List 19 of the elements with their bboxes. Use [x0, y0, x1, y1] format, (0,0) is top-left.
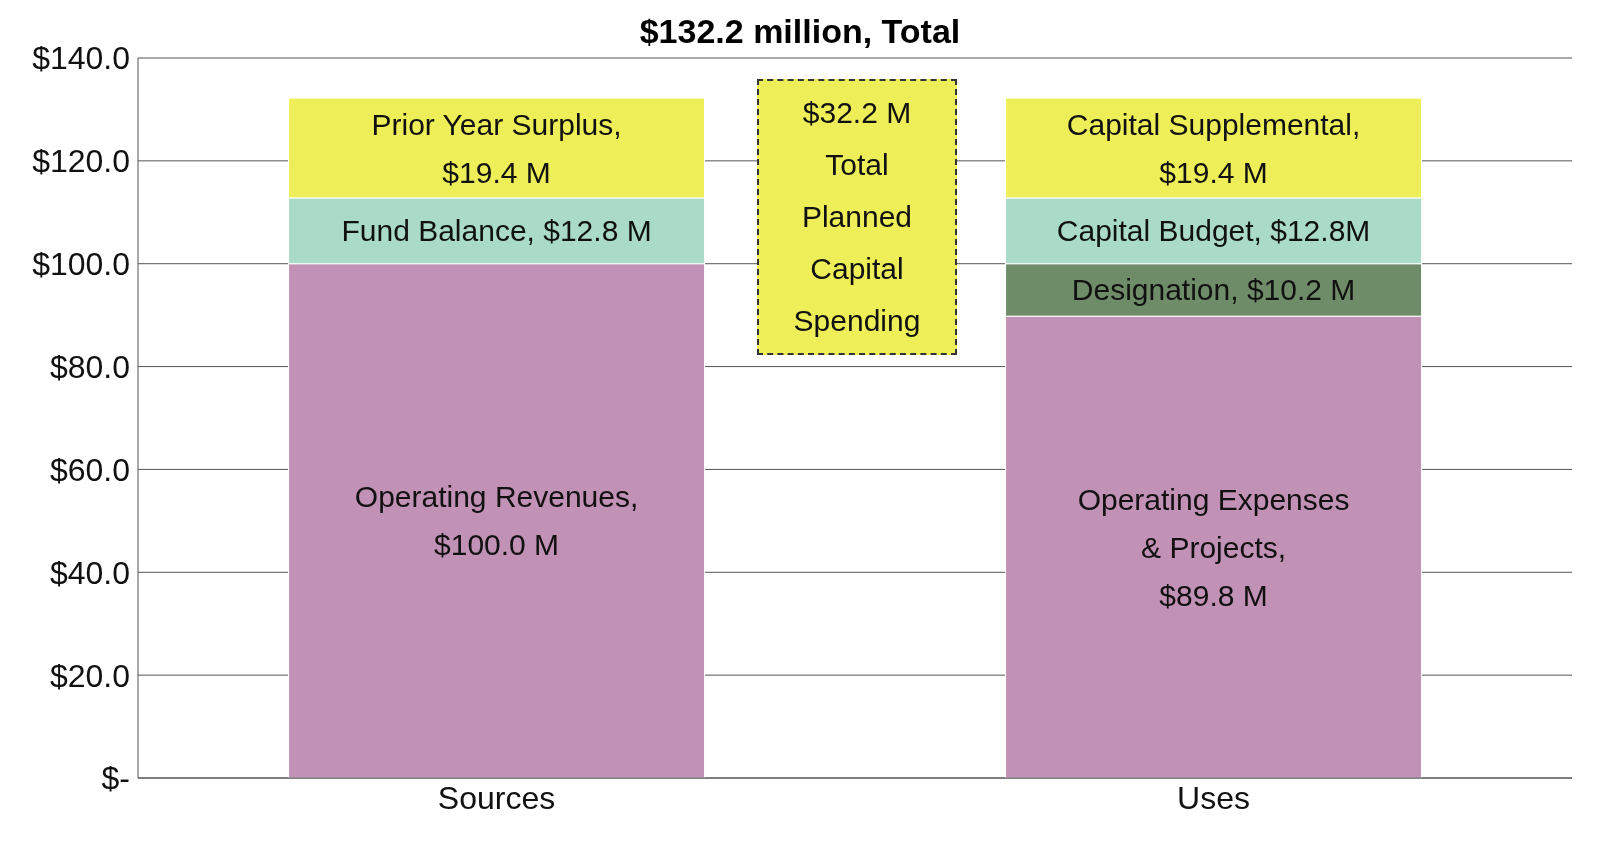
y-tick-label: $100.0 — [32, 246, 130, 283]
x-tick-label: Sources — [437, 779, 556, 816]
y-tick-label: $- — [101, 760, 130, 797]
y-tick-label: $40.0 — [49, 554, 130, 591]
data-label: Operating Expenses & Projects, $89.8 M — [1077, 482, 1350, 612]
data-label: Fund Balance, $12.8 M — [341, 214, 652, 248]
data-label: Operating Revenues, $100.0 M — [354, 480, 639, 562]
data-label: Capital Budget, $12.8M — [1056, 214, 1371, 248]
data-label: Prior Year Surplus, $19.4 M — [371, 107, 622, 189]
y-tick-label: $120.0 — [32, 143, 130, 180]
y-tick-label: $20.0 — [49, 657, 130, 694]
chart-title: $132.2 million, Total — [639, 12, 961, 50]
y-tick-label: $140.0 — [32, 40, 130, 77]
data-label: Capital Supplemental, $19.4 M — [1066, 107, 1361, 189]
annotation: $32.2 M Total Planned Capital Spending — [792, 94, 922, 339]
x-tick-label: Uses — [1177, 779, 1250, 816]
data-label: Designation, $10.2 M — [1071, 273, 1356, 307]
y-tick-label: $80.0 — [49, 348, 130, 385]
y-tick-label: $60.0 — [49, 451, 130, 488]
